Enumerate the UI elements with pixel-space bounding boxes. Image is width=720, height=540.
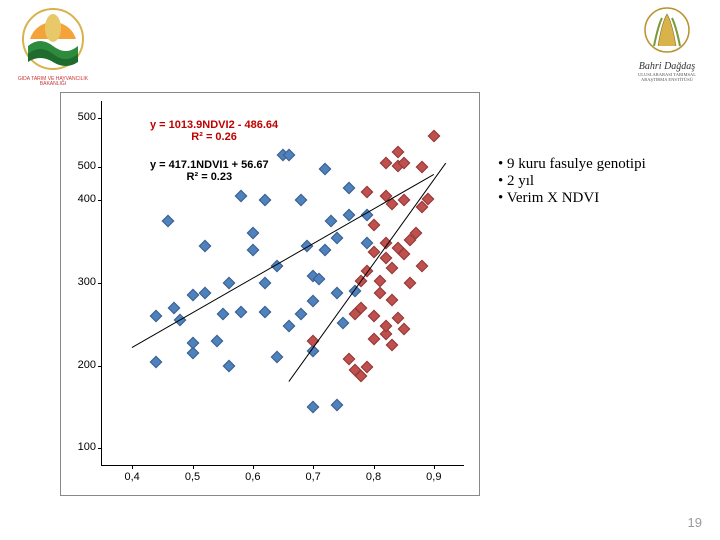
xtick-mark (132, 465, 133, 469)
plot-area: 1002003004005005000,40,50,60,70,80,9y = … (101, 101, 464, 466)
logo-left: GIDA TARIM VE HAYVANCILIK BAKANLIĞI (14, 6, 92, 72)
xtick-mark (374, 465, 375, 469)
ytick-mark (98, 118, 102, 119)
xtick-label: 0,6 (240, 471, 266, 483)
data-point (325, 215, 338, 228)
data-point (379, 157, 392, 170)
ytick-mark (98, 448, 102, 449)
data-point (186, 336, 199, 349)
ytick-label: 500 (68, 160, 96, 172)
ytick-mark (98, 366, 102, 367)
data-point (222, 359, 235, 372)
data-point (259, 194, 272, 207)
data-point (385, 293, 398, 306)
page-number: 19 (688, 515, 702, 530)
equation-block: y = 417.1NDVI1 + 56.67R² = 0.23 (150, 159, 269, 183)
ytick-label: 400 (68, 193, 96, 205)
logo-right-caption: Bahri Dağdaş (628, 61, 706, 72)
ytick-label: 300 (68, 276, 96, 288)
equation-text: y = 417.1NDVI1 + 56.67 (150, 159, 269, 171)
data-point (198, 239, 211, 252)
xtick-label: 0,5 (180, 471, 206, 483)
data-point (234, 306, 247, 319)
bullet-item: Verim X NDVI (498, 190, 646, 207)
data-point (216, 308, 229, 321)
data-point (415, 161, 428, 174)
xtick-label: 0,8 (361, 471, 387, 483)
data-point (307, 401, 320, 414)
logo-left-caption: GIDA TARIM VE HAYVANCILIK BAKANLIĞI (14, 77, 92, 87)
data-point (403, 277, 416, 290)
data-point (415, 260, 428, 273)
data-point (343, 181, 356, 194)
xtick-label: 0,9 (421, 471, 447, 483)
bullet-item: 9 kuru fasulye genotipi (498, 156, 646, 173)
data-point (295, 194, 308, 207)
equation-r2: R² = 0.23 (150, 171, 269, 183)
equation-text: y = 1013.9NDVI2 - 486.64 (150, 119, 278, 131)
ytick-mark (98, 167, 102, 168)
ytick-mark (98, 200, 102, 201)
data-point (246, 244, 259, 257)
data-point (367, 333, 380, 346)
ytick-label: 200 (68, 359, 96, 371)
data-point (283, 320, 296, 333)
data-point (150, 310, 163, 323)
ytick-mark (98, 283, 102, 284)
data-point (150, 355, 163, 368)
data-point (319, 162, 332, 175)
data-point (427, 129, 440, 142)
data-point (391, 311, 404, 324)
data-point (367, 310, 380, 323)
xtick-mark (313, 465, 314, 469)
data-point (168, 301, 181, 314)
data-point (397, 322, 410, 335)
chart-frame: 100 200 300 400 500 500 0,4 0,5 0,6 0,7 0,8 0,9 y = … (60, 92, 480, 496)
xtick-mark (434, 465, 435, 469)
data-point (331, 399, 344, 412)
ytick-label: 500 (68, 111, 96, 123)
data-point (385, 339, 398, 352)
data-point (385, 262, 398, 275)
data-point (319, 244, 332, 257)
logo-right-sub: ULUSLARARASI TARIMSAL ARAŞTIRMA ENSTİTÜS… (628, 72, 706, 82)
data-point (373, 287, 386, 300)
data-point (198, 287, 211, 300)
equation-block: y = 1013.9NDVI2 - 486.64R² = 0.26 (150, 119, 278, 143)
data-point (246, 227, 259, 240)
data-point (210, 335, 223, 348)
xtick-mark (193, 465, 194, 469)
xtick-mark (253, 465, 254, 469)
data-point (397, 194, 410, 207)
data-point (295, 308, 308, 321)
data-point (331, 287, 344, 300)
equation-r2: R² = 0.26 (150, 131, 278, 143)
bullet-item: 2 yıl (498, 173, 646, 190)
data-point (271, 351, 284, 364)
data-point (379, 320, 392, 333)
xtick-label: 0,7 (300, 471, 326, 483)
data-point (259, 277, 272, 290)
xtick-label: 0,4 (119, 471, 145, 483)
data-point (361, 186, 374, 199)
data-point (186, 289, 199, 302)
data-point (234, 190, 247, 203)
data-point (259, 306, 272, 319)
data-point (307, 295, 320, 308)
data-point (367, 219, 380, 232)
logo-right: Bahri Dağdaş ULUSLARARASI TARIMSAL ARAŞT… (628, 6, 706, 72)
slide: GIDA TARIM VE HAYVANCILIK BAKANLIĞI Bahr… (0, 0, 720, 540)
bullet-list: 9 kuru fasulye genotipi 2 yıl Verim X ND… (498, 156, 646, 207)
ytick-label: 100 (68, 441, 96, 453)
data-point (162, 215, 175, 228)
data-point (337, 316, 350, 329)
